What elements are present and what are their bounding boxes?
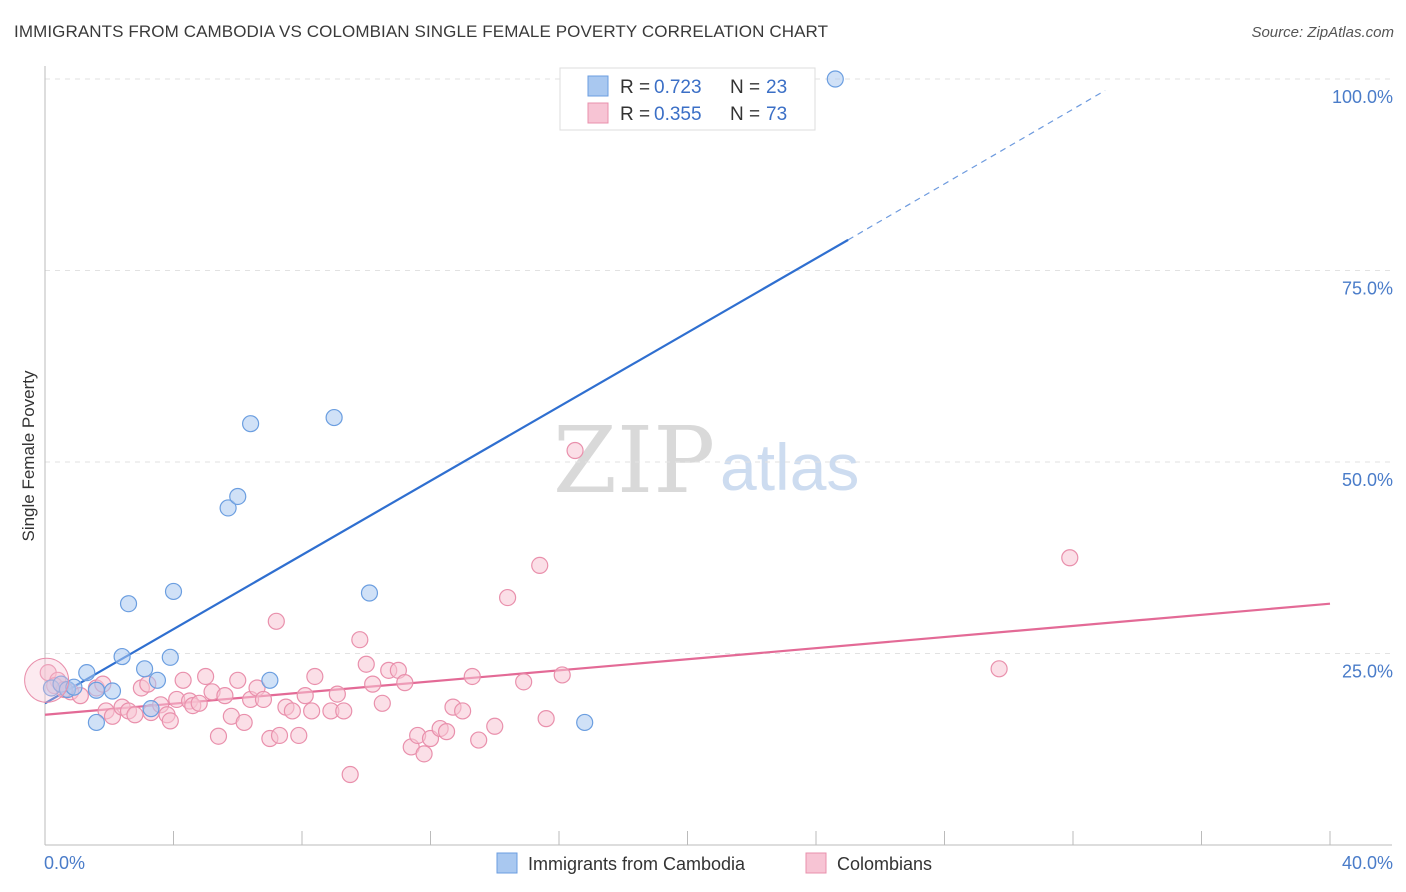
colombians-point — [254, 690, 273, 709]
trend-line-cambodia-extension — [847, 89, 1106, 241]
colombians-point — [270, 726, 289, 745]
colombians-point — [531, 556, 549, 575]
colombians-point — [328, 685, 346, 703]
cambodia-point — [87, 681, 106, 699]
cambodia-point — [65, 678, 83, 696]
colombians-point — [341, 765, 359, 784]
colombians-point — [335, 702, 353, 720]
colombians-point — [306, 667, 324, 686]
cambodia-point — [113, 647, 131, 666]
colombians-point — [290, 726, 308, 745]
cambodia-point — [142, 700, 160, 718]
bottom-legend-label-cambodia: Immigrants from Cambodia — [528, 854, 746, 874]
x-tick-label: 40.0% — [1342, 853, 1393, 873]
cambodia-point — [119, 595, 138, 613]
colombians-point — [235, 713, 253, 732]
watermark-atlas: atlas — [720, 430, 859, 504]
colombians-point — [415, 745, 433, 763]
cambodia-point — [135, 660, 154, 678]
legend-r-value-cambodia: 0.723 — [654, 77, 702, 98]
cambodia-point — [229, 487, 247, 506]
y-axis-label: Single Female Poverty — [19, 370, 38, 542]
cambodia-point — [164, 582, 183, 601]
colombians-point — [470, 731, 488, 749]
bottom-legend-swatch-cambodia — [496, 852, 518, 874]
colombians-point — [174, 671, 192, 689]
colombians-point — [209, 727, 228, 745]
colombians-point — [1061, 549, 1079, 567]
stats-legend: R = 0.723 N = 23 R = 0.355 N = 73 — [559, 67, 816, 131]
trend-lines — [44, 89, 1331, 716]
colombians-point — [373, 694, 391, 712]
cambodia-point — [826, 70, 844, 88]
watermark-zip: ZIP — [553, 407, 715, 514]
colombians-point — [24, 657, 70, 703]
cambodia-point — [148, 671, 167, 689]
tick-labels: 25.0% 50.0% 75.0% 100.0% 0.0% 40.0% — [44, 87, 1393, 873]
colombians-point — [515, 673, 533, 691]
cambodia-point — [219, 499, 237, 517]
trend-line-cambodia — [44, 238, 849, 705]
colombians-point — [267, 612, 285, 630]
cambodia-point — [360, 584, 379, 602]
source-label: Source: ZipAtlas.com — [1251, 24, 1394, 41]
y-tick-label: 100.0% — [1332, 87, 1393, 107]
colombians-point — [396, 674, 414, 692]
colombians-point — [463, 667, 481, 686]
colombians-point — [190, 694, 208, 712]
legend-n-value-colombians: 73 — [766, 104, 787, 125]
cambodia-point — [325, 408, 343, 427]
colombians-point — [303, 702, 321, 720]
cambodia-point — [78, 664, 96, 682]
colombians-point — [566, 441, 584, 460]
series-legend: Immigrants from Cambodia Colombians — [496, 852, 932, 874]
axes — [44, 66, 1392, 846]
legend-n-label-colombians: N = — [730, 104, 760, 125]
legend-swatch-colombians — [587, 102, 609, 124]
cambodia-point — [261, 671, 279, 689]
colombians-point — [351, 631, 369, 649]
y-tick-label: 50.0% — [1342, 470, 1393, 490]
colombians-point — [499, 588, 517, 607]
trend-line-colombians — [44, 602, 1331, 716]
colombians-point — [216, 687, 234, 705]
colombians-point — [486, 717, 504, 735]
chart-title: IMMIGRANTS FROM CAMBODIA VS COLOMBIAN SI… — [14, 22, 829, 41]
colombians-point — [283, 702, 301, 720]
legend-r-value-colombians: 0.355 — [654, 104, 702, 125]
colombians-point — [229, 671, 247, 689]
colombians-point — [296, 687, 314, 705]
cambodia-point — [242, 415, 260, 433]
colombians-point — [454, 702, 472, 720]
gridlines — [45, 78, 1392, 654]
colombians-point — [553, 666, 571, 684]
legend-swatch-cambodia — [587, 75, 609, 97]
x-tick-label: 0.0% — [44, 853, 85, 873]
y-tick-label: 75.0% — [1342, 279, 1393, 299]
cambodia-point — [576, 713, 594, 732]
colombians-point — [197, 667, 215, 686]
colombians-point — [990, 660, 1008, 678]
cambodia-point — [161, 648, 179, 666]
bottom-legend-swatch-colombians — [805, 852, 827, 874]
colombians-point — [161, 712, 179, 730]
y-tick-label: 25.0% — [1342, 662, 1393, 682]
colombians-point — [537, 710, 555, 728]
legend-n-value-cambodia: 23 — [766, 77, 787, 98]
cambodia-point — [103, 682, 122, 700]
legend-r-label-colombians: R = — [620, 104, 650, 125]
legend-r-label-cambodia: R = — [620, 77, 650, 98]
colombians-point — [357, 655, 375, 673]
bottom-legend-label-colombians: Colombians — [837, 854, 932, 874]
colombians-point — [126, 706, 144, 724]
cambodia-point — [87, 713, 106, 732]
colombians-point — [437, 723, 456, 741]
data-points — [24, 70, 1079, 784]
colombians-point — [364, 675, 382, 693]
legend-n-label-cambodia: N = — [730, 77, 760, 98]
